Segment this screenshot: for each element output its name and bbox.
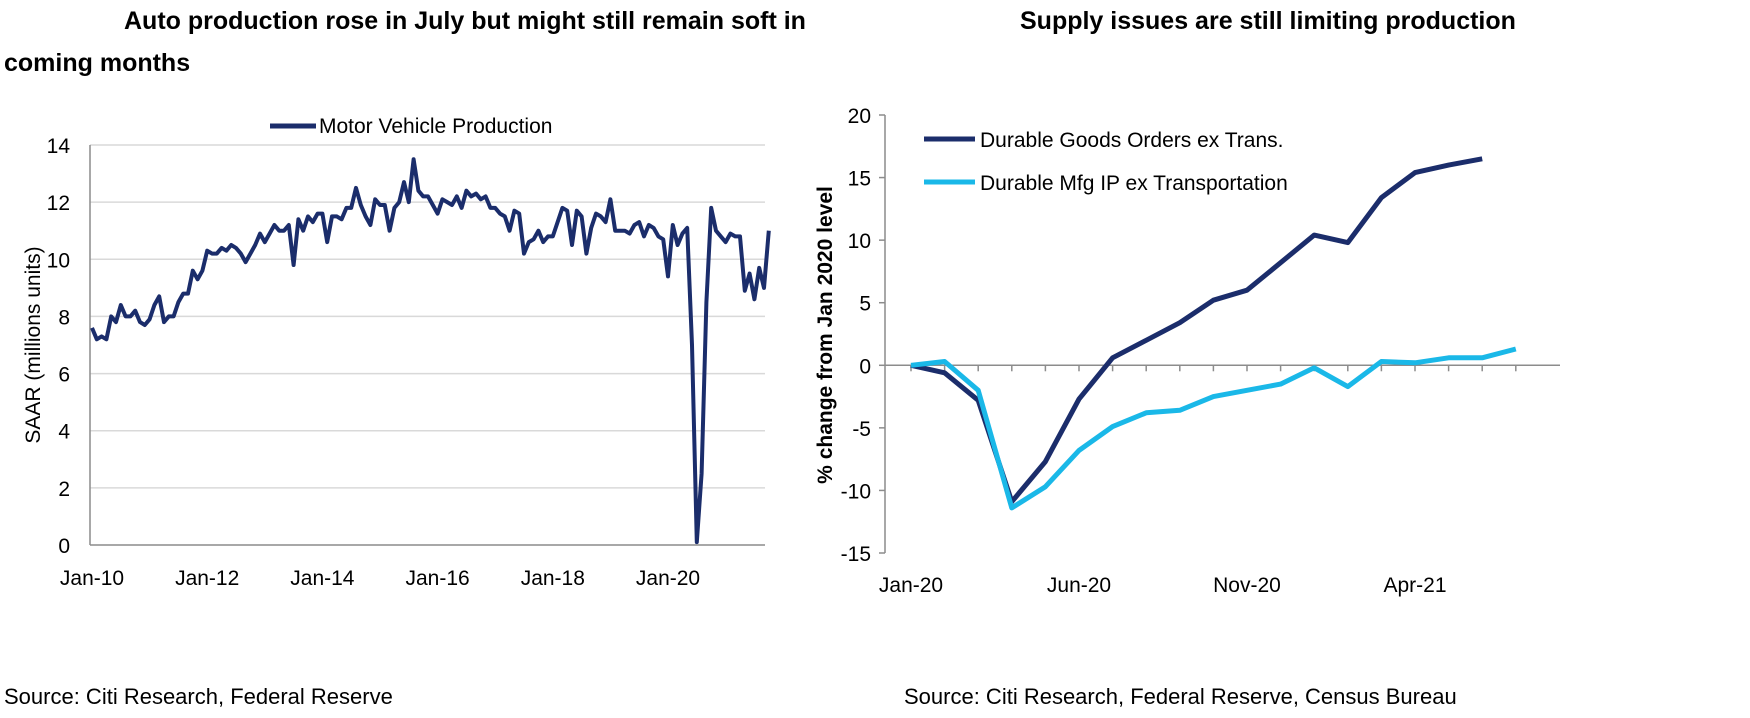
chart-title: Auto production rose in July but might s… — [4, 7, 806, 77]
chart-source: Source: Citi Research, Federal Reserve, … — [904, 684, 1457, 709]
x-tick-label: Nov-20 — [1213, 574, 1281, 597]
y-tick-label: -10 — [841, 480, 871, 503]
x-tick-label: Jan-18 — [521, 567, 585, 590]
y-tick-label: 0 — [58, 535, 70, 558]
y-tick-label: 20 — [848, 105, 871, 128]
x-tick-label: Jan-12 — [175, 567, 239, 590]
y-tick-label: 10 — [47, 249, 70, 272]
y-tick-label: 0 — [859, 355, 871, 378]
y-axis-label: SAAR (millions units) — [22, 246, 45, 443]
x-tick-label: Jan-10 — [60, 567, 124, 590]
x-tick-label: Jan-20 — [636, 567, 700, 590]
series-line-motor-vehicle-production — [90, 157, 771, 545]
series-line-durable-mfg-ip — [910, 346, 1517, 511]
x-tick-label: Apr-21 — [1383, 574, 1446, 597]
legend-label: Motor Vehicle Production — [319, 115, 552, 138]
y-axis-label: % change from Jan 2020 level — [814, 186, 837, 484]
y-tick-label: -15 — [841, 543, 871, 566]
x-tick-label: Jan-14 — [290, 567, 355, 590]
y-tick-label: 10 — [848, 230, 871, 253]
y-tick-label: 15 — [848, 168, 871, 191]
x-tick-label: Jan-16 — [405, 567, 469, 590]
auto-production-chart: 0 2 4 6 8 10 12 14 Jan-10 Jan-12 Jan-14 Jan-16 Jan-1… — [22, 115, 771, 590]
y-tick-label: -5 — [852, 418, 871, 441]
y-tick-label: 8 — [58, 306, 70, 329]
y-tick-label: 4 — [58, 421, 70, 444]
chart-title: Supply issues are still limiting product… — [1020, 7, 1516, 35]
y-tick-label: 14 — [47, 135, 71, 158]
y-tick-label: 2 — [58, 478, 70, 501]
supply-issues-chart: -15 -10 -5 0 5 10 15 20 Jan-20 Jun-20 Nov-20 Apr-21… — [814, 105, 1560, 597]
y-tick-label: 6 — [58, 364, 70, 387]
chart-source: Source: Citi Research, Federal Reserve — [4, 684, 393, 709]
y-tick-label: 5 — [859, 293, 871, 316]
x-tick-label: Jun-20 — [1047, 574, 1111, 597]
legend-label: Durable Mfg IP ex Transportation — [980, 172, 1288, 195]
legend-label: Durable Goods Orders ex Trans. — [980, 129, 1283, 152]
x-tick-label: Jan-20 — [879, 574, 943, 597]
chart-panel-auto-production: Auto production rose in July but might s… — [0, 0, 870, 718]
chart-panel-supply-issues: Supply issues are still limiting product… — [814, 0, 1750, 718]
y-tick-label: 12 — [47, 192, 70, 215]
